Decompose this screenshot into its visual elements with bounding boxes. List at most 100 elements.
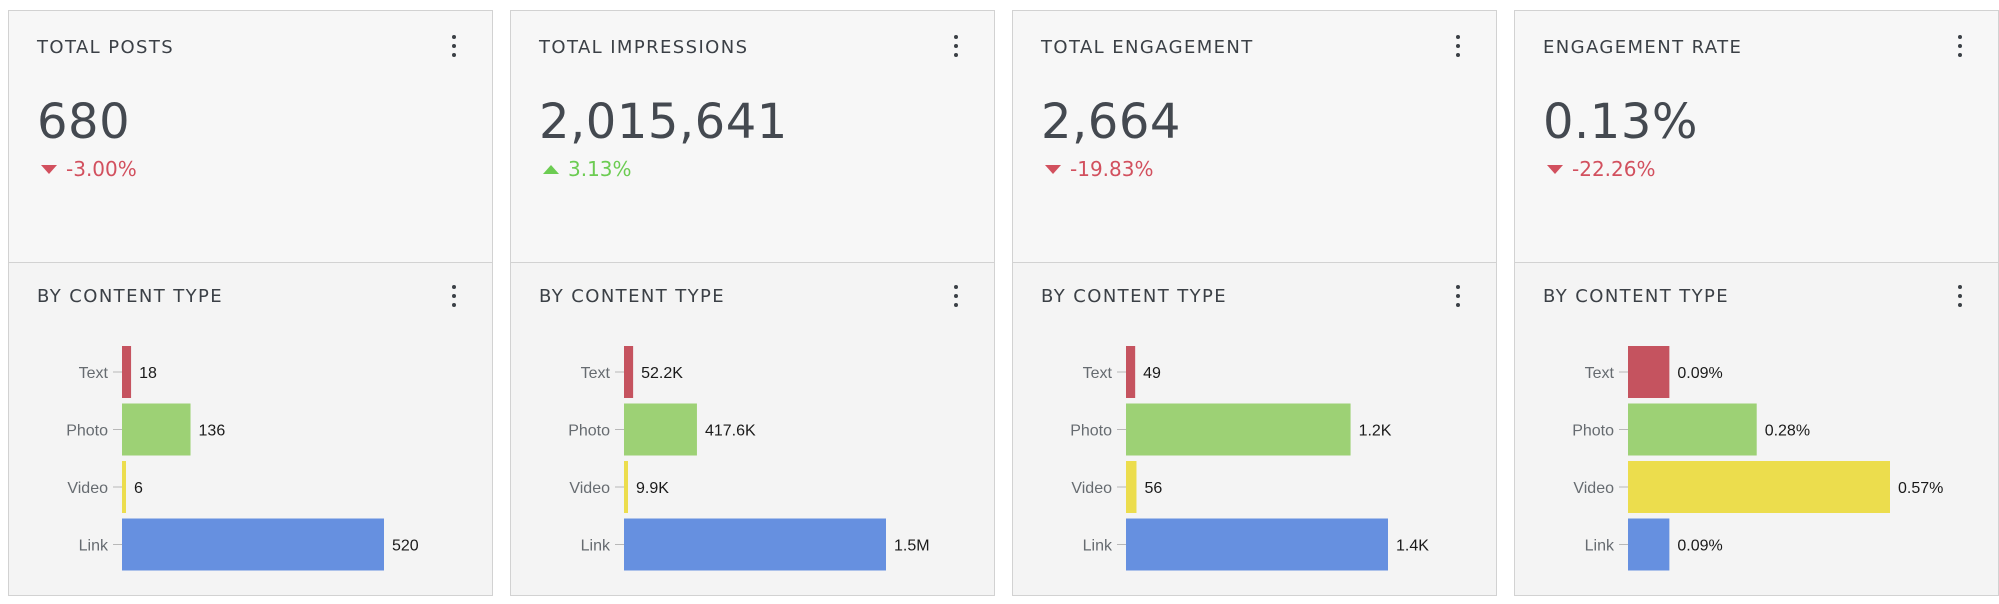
category-label-photo: Photo (568, 423, 610, 440)
more-options-icon[interactable] (1453, 285, 1463, 307)
breakdown-title: BY CONTENT TYPE (37, 286, 224, 307)
breakdown-panel: BY CONTENT TYPE Text 52.2K Photo 417.6K Vide… (511, 263, 994, 595)
metric-title: TOTAL ENGAGEMENT (1041, 37, 1254, 58)
metric-delta: -22.26% (1547, 157, 1655, 181)
category-label-text: Text (1585, 365, 1615, 382)
bar-photo[interactable] (122, 403, 191, 456)
data-label-video: 6 (134, 480, 143, 497)
data-label-link: 1.5M (894, 538, 930, 555)
data-label-photo: 417.6K (705, 423, 756, 440)
delta-value: -3.00% (66, 157, 137, 181)
metric-card-total-impressions: TOTAL IMPRESSIONS 2,015,641 3.13% BY CON… (510, 10, 995, 596)
data-label-link: 1.4K (1396, 538, 1429, 555)
content-type-bar-chart: Text 49 Photo 1.2K Video 56 Link 1.4K (1013, 336, 1496, 576)
delta-value: -22.26% (1572, 157, 1656, 181)
category-label-link: Link (1083, 538, 1113, 555)
bar-photo[interactable] (1628, 403, 1757, 456)
data-label-video: 0.57% (1898, 480, 1943, 497)
more-options-icon[interactable] (449, 285, 459, 307)
delta-value: -19.83% (1070, 157, 1154, 181)
triangle-down-icon (41, 164, 57, 174)
data-label-link: 0.09% (1677, 538, 1722, 555)
data-label-text: 0.09% (1677, 365, 1722, 382)
category-label-text: Text (79, 365, 109, 382)
bar-text[interactable] (1126, 346, 1136, 398)
metric-delta: -19.83% (1045, 157, 1153, 181)
bar-text[interactable] (624, 346, 634, 398)
bar-photo[interactable] (1126, 403, 1351, 456)
metric-delta: -3.00% (41, 157, 137, 181)
bar-video[interactable] (1628, 461, 1890, 513)
triangle-down-icon (1547, 164, 1563, 174)
metric-card-total-posts: TOTAL POSTS 680 -3.00% BY CONTENT TYPE T… (8, 10, 493, 596)
bar-chart-svg: Text 52.2K Photo 417.6K Video 9.9K Link 1.5M (568, 346, 930, 571)
category-label-video: Video (67, 480, 108, 497)
bar-link[interactable] (1628, 518, 1670, 571)
bar-chart-svg: Text 0.09% Photo 0.28% Video 0.57% Link 0.09% (1572, 346, 1943, 571)
more-options-icon[interactable] (1955, 35, 1965, 57)
more-options-icon[interactable] (951, 35, 961, 57)
category-label-text: Text (1083, 365, 1113, 382)
category-label-link: Link (1585, 538, 1615, 555)
category-label-photo: Photo (1572, 423, 1614, 440)
data-label-photo: 0.28% (1765, 423, 1810, 440)
metric-summary: TOTAL POSTS 680 -3.00% (9, 11, 492, 263)
metric-title: TOTAL POSTS (37, 37, 175, 58)
category-label-text: Text (581, 365, 611, 382)
content-type-bar-chart: Text 18 Photo 136 Video 6 Link 520 (9, 336, 492, 576)
bar-text[interactable] (1628, 346, 1670, 398)
bar-video[interactable] (1126, 461, 1137, 513)
triangle-down-icon (1045, 164, 1061, 174)
bar-photo[interactable] (624, 403, 697, 456)
breakdown-panel: BY CONTENT TYPE Text 18 Photo 136 Video 6 Link… (9, 263, 492, 595)
metric-value: 0.13% (1543, 94, 1698, 150)
more-options-icon[interactable] (449, 35, 459, 57)
metric-value: 680 (37, 94, 131, 150)
data-label-video: 9.9K (636, 480, 669, 497)
content-type-bar-chart: Text 0.09% Photo 0.28% Video 0.57% Link 0.09% (1515, 336, 1998, 576)
bar-link[interactable] (122, 518, 384, 571)
content-type-bar-chart: Text 52.2K Photo 417.6K Video 9.9K Link 1.5M (511, 336, 994, 576)
category-label-video: Video (1071, 480, 1112, 497)
delta-value: 3.13% (568, 157, 632, 181)
metric-card-engagement-rate: ENGAGEMENT RATE 0.13% -22.26% BY CONTENT… (1514, 10, 1999, 596)
data-label-photo: 1.2K (1359, 423, 1392, 440)
category-label-photo: Photo (1070, 423, 1112, 440)
category-label-link: Link (79, 538, 109, 555)
metric-delta: 3.13% (543, 157, 632, 181)
bar-link[interactable] (1126, 518, 1388, 571)
more-options-icon[interactable] (1453, 35, 1463, 57)
metric-summary: TOTAL IMPRESSIONS 2,015,641 3.13% (511, 11, 994, 263)
metric-summary: TOTAL ENGAGEMENT 2,664 -19.83% (1013, 11, 1496, 263)
bar-chart-svg: Text 49 Photo 1.2K Video 56 Link 1.4K (1070, 346, 1429, 571)
data-label-text: 49 (1143, 365, 1161, 382)
data-label-video: 56 (1144, 480, 1162, 497)
metric-title: TOTAL IMPRESSIONS (539, 37, 749, 58)
more-options-icon[interactable] (1955, 285, 1965, 307)
category-label-link: Link (581, 538, 611, 555)
category-label-video: Video (569, 480, 610, 497)
bar-link[interactable] (624, 518, 886, 571)
category-label-photo: Photo (66, 423, 108, 440)
bar-video[interactable] (624, 461, 628, 513)
breakdown-panel: BY CONTENT TYPE Text 0.09% Photo 0.28% Video… (1515, 263, 1998, 595)
data-label-text: 52.2K (641, 365, 683, 382)
metric-title: ENGAGEMENT RATE (1543, 37, 1743, 58)
data-label-link: 520 (392, 538, 419, 555)
metric-summary: ENGAGEMENT RATE 0.13% -22.26% (1515, 11, 1998, 263)
breakdown-title: BY CONTENT TYPE (1543, 286, 1730, 307)
breakdown-panel: BY CONTENT TYPE Text 49 Photo 1.2K Video 56 Li… (1013, 263, 1496, 595)
breakdown-title: BY CONTENT TYPE (539, 286, 726, 307)
bar-chart-svg: Text 18 Photo 136 Video 6 Link 520 (66, 346, 419, 571)
triangle-up-icon (543, 164, 559, 174)
bar-video[interactable] (122, 461, 126, 513)
data-label-photo: 136 (199, 423, 226, 440)
breakdown-title: BY CONTENT TYPE (1041, 286, 1228, 307)
metric-value: 2,015,641 (539, 94, 788, 150)
data-label-text: 18 (139, 365, 157, 382)
metric-card-total-engagement: TOTAL ENGAGEMENT 2,664 -19.83% BY CONTEN… (1012, 10, 1497, 596)
bar-text[interactable] (122, 346, 132, 398)
more-options-icon[interactable] (951, 285, 961, 307)
category-label-video: Video (1573, 480, 1614, 497)
metric-value: 2,664 (1041, 94, 1181, 150)
